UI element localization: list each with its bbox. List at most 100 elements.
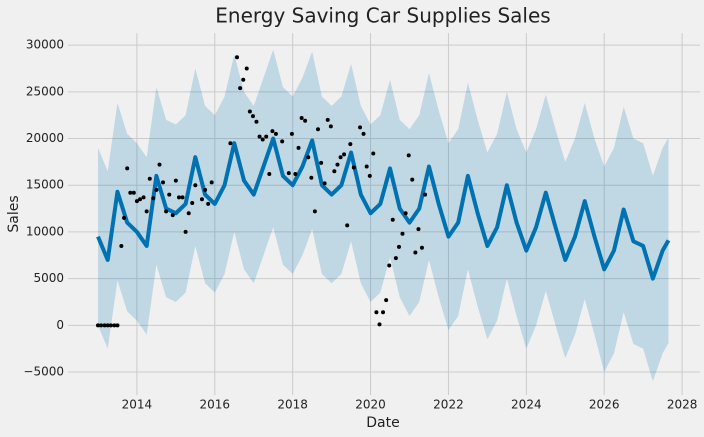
actual-point bbox=[141, 195, 146, 200]
actual-point bbox=[247, 109, 252, 114]
actual-point bbox=[299, 115, 304, 120]
y-tick-label: 20000 bbox=[26, 131, 64, 145]
y-tick-label: −5000 bbox=[23, 365, 64, 379]
x-tick-label: 2026 bbox=[589, 398, 620, 412]
uncertainty-band bbox=[97, 49, 669, 382]
actual-point bbox=[371, 151, 376, 156]
actual-point bbox=[367, 173, 372, 178]
actual-point bbox=[161, 180, 166, 185]
actual-point bbox=[250, 114, 255, 119]
actual-point bbox=[374, 310, 379, 315]
actual-point bbox=[361, 131, 366, 136]
actual-point bbox=[267, 172, 272, 177]
actual-point bbox=[377, 322, 382, 327]
actual-point bbox=[387, 263, 392, 268]
actual-point bbox=[157, 162, 162, 167]
actual-point bbox=[280, 139, 285, 144]
actual-point bbox=[260, 137, 265, 142]
actual-point bbox=[164, 209, 169, 214]
actual-point bbox=[332, 169, 337, 174]
actual-point bbox=[108, 323, 113, 328]
actual-point bbox=[393, 256, 398, 261]
y-tick-label: 30000 bbox=[26, 38, 64, 52]
x-axis-label: Date bbox=[366, 415, 399, 431]
actual-point bbox=[416, 227, 421, 232]
actual-point bbox=[345, 223, 350, 228]
actual-point bbox=[170, 213, 175, 218]
actual-point bbox=[134, 199, 139, 204]
x-tick-label: 2014 bbox=[122, 398, 153, 412]
actual-point bbox=[286, 171, 291, 176]
y-tick-label: 5000 bbox=[33, 271, 64, 285]
actual-point bbox=[138, 197, 143, 202]
actual-point bbox=[199, 197, 204, 202]
actual-point bbox=[228, 141, 233, 146]
actual-point bbox=[257, 134, 262, 139]
actual-point bbox=[147, 176, 152, 181]
actual-point bbox=[293, 172, 298, 177]
actual-point bbox=[203, 187, 208, 192]
actual-point bbox=[102, 323, 107, 328]
actual-point bbox=[128, 190, 133, 195]
actual-point bbox=[190, 200, 195, 205]
actual-point bbox=[296, 145, 301, 150]
forecast-line bbox=[96, 136, 671, 281]
actual-point bbox=[322, 181, 327, 186]
actual-point bbox=[403, 211, 408, 216]
actual-point bbox=[390, 217, 395, 222]
actual-point bbox=[400, 231, 405, 236]
actual-point bbox=[419, 245, 424, 250]
x-tick-label: 2016 bbox=[200, 398, 231, 412]
actual-point bbox=[358, 125, 363, 130]
actual-point bbox=[206, 201, 211, 206]
actual-point bbox=[99, 323, 104, 328]
y-axis-label: Sales bbox=[6, 195, 22, 232]
actual-point bbox=[176, 195, 181, 200]
actual-point bbox=[325, 117, 330, 122]
actual-point bbox=[241, 77, 246, 82]
actual-point bbox=[235, 55, 240, 60]
actual-point bbox=[384, 298, 389, 303]
actual-point bbox=[315, 127, 320, 132]
actual-point bbox=[306, 155, 311, 160]
actual-point bbox=[273, 131, 278, 136]
actual-point bbox=[238, 86, 243, 91]
x-tick-label: 2020 bbox=[355, 398, 386, 412]
actual-point bbox=[364, 164, 369, 169]
actual-point bbox=[119, 243, 124, 248]
actual-point bbox=[244, 66, 249, 71]
actual-point bbox=[312, 209, 317, 214]
actual-point bbox=[406, 153, 411, 158]
actual-point bbox=[338, 155, 343, 160]
actual-point bbox=[144, 209, 149, 214]
actual-point bbox=[319, 160, 324, 165]
actual-point bbox=[193, 183, 198, 188]
x-tick-label: 2028 bbox=[667, 398, 698, 412]
actual-point bbox=[112, 323, 117, 328]
actual-point bbox=[131, 190, 136, 195]
actual-point bbox=[410, 177, 415, 182]
chart-title: Energy Saving Car Supplies Sales bbox=[215, 4, 550, 28]
actual-point bbox=[351, 165, 356, 170]
actual-point bbox=[264, 134, 269, 139]
actual-point bbox=[125, 166, 130, 171]
actual-point bbox=[381, 310, 386, 315]
actual-point bbox=[180, 195, 185, 200]
actual-point bbox=[122, 215, 127, 220]
x-tick-label: 2018 bbox=[277, 398, 308, 412]
actual-point bbox=[309, 175, 314, 180]
actual-point bbox=[105, 323, 110, 328]
actual-point bbox=[95, 323, 100, 328]
x-tick-label: 2024 bbox=[511, 398, 542, 412]
x-tick-label: 2022 bbox=[433, 398, 464, 412]
actual-point bbox=[423, 192, 428, 197]
actual-point bbox=[342, 152, 347, 157]
actual-point bbox=[183, 229, 188, 234]
actual-point bbox=[289, 131, 294, 136]
actual-point bbox=[413, 250, 418, 255]
actual-point bbox=[167, 192, 172, 197]
actual-point bbox=[151, 196, 156, 201]
actual-point bbox=[173, 178, 178, 183]
